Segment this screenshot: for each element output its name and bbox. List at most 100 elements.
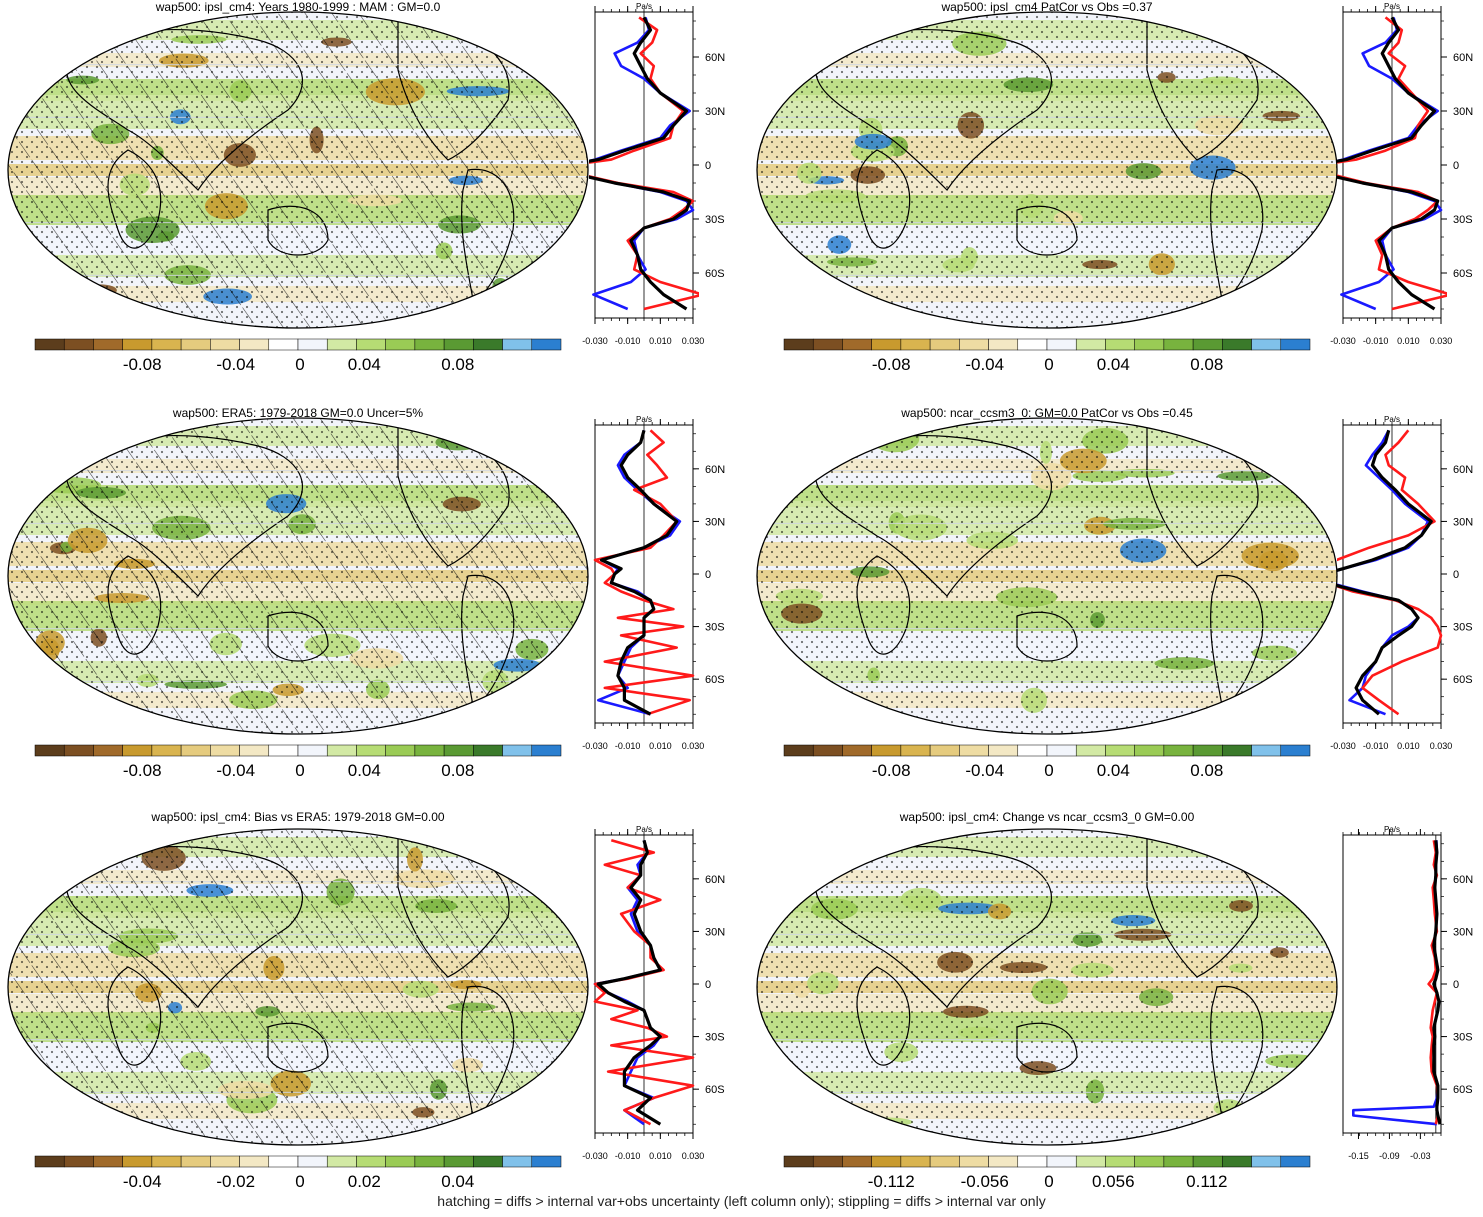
colorbar-swatch	[326, 1155, 357, 1168]
zonal-mean-plot-1: Pa/s -0.030 -0.010 0.010 0.030 60N 30N 0 30S 60S	[582, 2, 725, 346]
colorbar-swatch	[842, 1155, 872, 1168]
colorbar-swatch	[473, 338, 503, 351]
colorbar-swatch	[871, 744, 902, 757]
series-line-black	[1432, 840, 1442, 1125]
y-tick-label: 30N	[705, 106, 725, 118]
colorbar-label: 0	[1044, 355, 1054, 374]
colorbar-swatch	[812, 744, 843, 757]
colorbar-swatch	[1251, 338, 1282, 351]
colorbar-swatch	[414, 744, 445, 757]
colorbar-swatch	[502, 1155, 533, 1168]
y-tick-label: 60S	[1453, 674, 1473, 686]
y-tick-label: 30S	[705, 1032, 725, 1044]
colorbar-label: -0.056	[960, 1172, 1009, 1191]
series-line-blue	[1352, 840, 1441, 1126]
colorbar-label: -0.04	[216, 761, 256, 780]
colorbar-swatch	[1222, 338, 1252, 351]
x-tick-label: 0.010	[649, 336, 672, 346]
colorbar-swatch	[1046, 338, 1077, 351]
map-panel-1	[7, 11, 589, 351]
colorbar-swatch	[151, 1155, 182, 1168]
colorbar-swatch	[502, 338, 533, 351]
unit-label: Pa/s	[1384, 415, 1400, 424]
colorbar-label: 0.02	[347, 1172, 381, 1191]
hatching-overlay	[8, 829, 588, 1145]
y-tick-label: 30S	[1453, 214, 1473, 226]
colorbar-swatch	[1251, 744, 1282, 757]
map-frame	[756, 828, 1338, 1146]
colorbar-label: -0.08	[122, 761, 162, 780]
colorbar-swatch	[210, 338, 240, 351]
colorbar-swatch	[93, 338, 123, 351]
colorbar-swatch	[268, 744, 299, 757]
colorbar-label: -0.08	[871, 355, 911, 374]
x-tick-label: 0.010	[649, 741, 672, 751]
colorbar-label: 0.04	[347, 761, 381, 780]
map-panel-5	[7, 828, 589, 1168]
y-tick-label: 30S	[1453, 1032, 1473, 1044]
series-line-black	[596, 839, 662, 1126]
y-tick-label: 60S	[705, 268, 725, 280]
unit-label: Pa/s	[1384, 2, 1400, 11]
colorbar-swatch	[414, 338, 445, 351]
colorbar-swatch	[239, 338, 270, 351]
unit-label: Pa/s	[1384, 825, 1400, 834]
map-panel-6	[756, 828, 1338, 1168]
colorbar-swatch	[356, 1155, 386, 1168]
colorbar-label: 0.04	[347, 355, 381, 374]
colorbar-swatch	[900, 1155, 931, 1168]
colorbar-label: -0.08	[122, 355, 162, 374]
colorbar-swatch	[180, 338, 211, 351]
colorbar-swatch	[180, 1155, 211, 1168]
colorbar-label: 0.04	[441, 1172, 475, 1191]
series-line-red	[593, 429, 695, 716]
colorbar-swatch	[531, 1155, 562, 1168]
x-tick-label: 0.010	[1397, 741, 1420, 751]
colorbar-label: 0	[1044, 761, 1054, 780]
colorbar-swatch	[414, 1155, 445, 1168]
colorbar-swatch	[1280, 744, 1311, 757]
colorbar-swatch	[34, 1155, 65, 1168]
colorbar-swatch	[988, 338, 1019, 351]
colorbar-swatch	[93, 744, 123, 757]
y-tick-label: 60N	[1453, 52, 1473, 64]
map-frame	[7, 417, 589, 735]
colorbar-label: 0.04	[1096, 761, 1130, 780]
colorbar-swatch	[63, 1155, 94, 1168]
colorbar-swatch	[210, 1155, 240, 1168]
colorbar-label: 0	[295, 355, 305, 374]
colorbar-swatch	[959, 338, 989, 351]
colorbar-swatch	[1192, 338, 1223, 351]
y-tick-label: 30S	[705, 622, 725, 634]
y-tick-label: 0	[705, 569, 711, 581]
colorbar-label: -0.04	[965, 355, 1005, 374]
y-tick-label: 60S	[1453, 268, 1473, 280]
series-line-red	[1337, 16, 1447, 311]
colorbar-swatch	[385, 338, 416, 351]
colorbar-swatch	[842, 744, 872, 757]
colorbar-swatch	[326, 338, 357, 351]
x-tick-label: -0.030	[582, 336, 608, 346]
colorbar-label: 0.056	[1092, 1172, 1135, 1191]
colorbar-swatch	[1105, 338, 1135, 351]
colorbar-swatch	[239, 744, 270, 757]
x-tick-label: -0.15	[1348, 1151, 1369, 1161]
colorbar-swatch	[783, 1155, 814, 1168]
colorbar-swatch	[1046, 744, 1077, 757]
colorbar-swatch	[1075, 1155, 1106, 1168]
colorbar-swatch	[473, 1155, 503, 1168]
y-tick-label: 60N	[705, 874, 725, 886]
x-tick-label: 0.030	[682, 336, 705, 346]
colorbar-label: -0.02	[216, 1172, 256, 1191]
x-tick-label: -0.010	[1363, 336, 1389, 346]
x-tick-label: -0.010	[1363, 741, 1389, 751]
y-tick-label: 60N	[705, 464, 725, 476]
series-line-black	[1337, 16, 1440, 311]
colorbar-swatch	[1251, 1155, 1282, 1168]
colorbar-swatch	[988, 1155, 1019, 1168]
colorbar-swatch	[34, 744, 65, 757]
contour-blob	[796, 839, 839, 861]
x-tick-label: 0.030	[1430, 336, 1453, 346]
x-tick-label: -0.030	[582, 1151, 608, 1161]
